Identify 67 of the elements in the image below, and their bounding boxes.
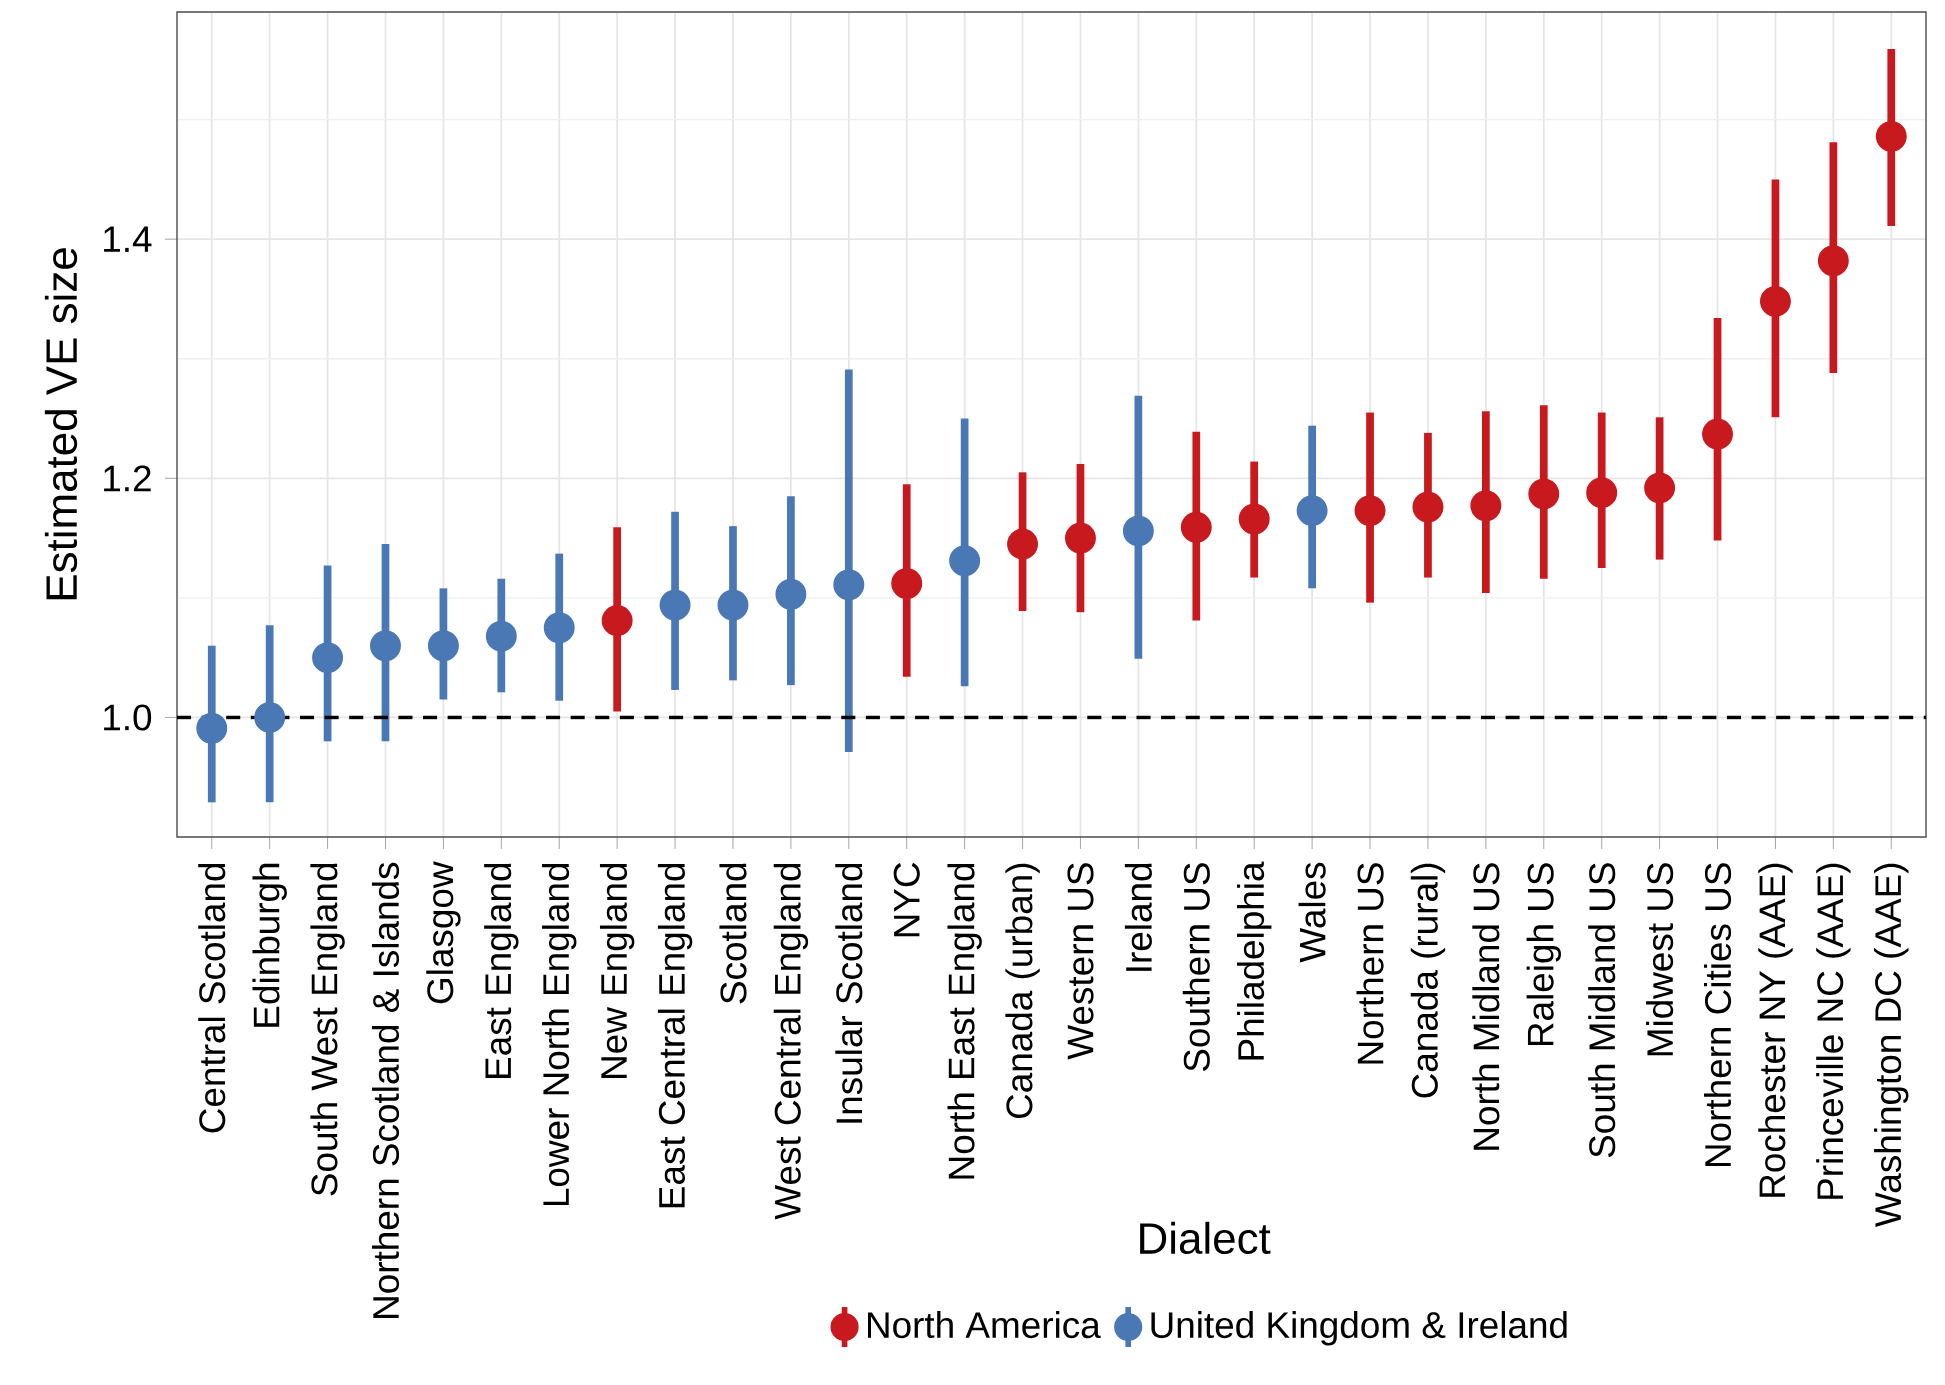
legend-label: North America xyxy=(867,1311,1101,1339)
point xyxy=(717,589,749,621)
point xyxy=(833,569,865,601)
x-tick-label: Washington DC (AAE) xyxy=(1874,863,1909,1227)
x-axis-title: Dialect xyxy=(1140,1221,1271,1255)
y-tick-label: 1.0 xyxy=(104,704,152,731)
point xyxy=(1644,472,1676,504)
x-tick-label: North Midland US xyxy=(1472,863,1500,1150)
point xyxy=(1296,495,1328,527)
x-tick-label: East Central England xyxy=(657,863,693,1208)
x-tick-label: Glasgow xyxy=(426,861,461,1004)
point xyxy=(891,568,923,599)
point xyxy=(1586,477,1618,509)
x-tick-label: West Central England xyxy=(773,863,809,1220)
y-tick-label: 1.2 xyxy=(104,465,151,492)
x-tick-label: Northern Scotland & Islands xyxy=(371,862,400,1318)
y-axis-title: Estimated VE size xyxy=(44,248,78,600)
point xyxy=(1528,478,1560,510)
x-tick-label: Edinburgh xyxy=(252,863,287,1027)
point xyxy=(254,701,286,733)
x-tick-label: Princeville NC (AAE) xyxy=(1816,863,1851,1199)
point xyxy=(312,642,344,674)
y-tick-label: 1.4 xyxy=(104,226,152,252)
point xyxy=(543,612,575,644)
point xyxy=(485,620,517,652)
point xyxy=(1470,490,1502,522)
x-tick-label: Scotland xyxy=(719,863,747,1004)
x-tick-label: Raleigh US xyxy=(1526,863,1561,1046)
point xyxy=(196,712,228,744)
point xyxy=(1180,511,1212,543)
x-tick-label: East England xyxy=(484,863,519,1078)
point xyxy=(1064,522,1096,554)
x-tick-label: Wales xyxy=(1298,862,1326,963)
point xyxy=(601,605,633,637)
point xyxy=(370,630,401,662)
x-tick-label: Philadelphia xyxy=(1237,861,1272,1060)
x-tick-label: Rochester NY (AAE) xyxy=(1758,863,1793,1197)
point xyxy=(1759,285,1791,317)
x-tick-label: South West England xyxy=(310,863,345,1196)
x-tick-label: NYC xyxy=(893,862,920,937)
x-tick-label: Canada (rural) xyxy=(1410,863,1446,1098)
x-tick-label: Central Scotland xyxy=(198,863,226,1133)
point xyxy=(1875,120,1907,152)
point xyxy=(1007,528,1039,560)
point xyxy=(1702,418,1733,450)
point xyxy=(659,589,691,621)
point xyxy=(1122,515,1154,547)
point xyxy=(1354,495,1386,527)
x-tick-label: Ireland xyxy=(1124,863,1152,971)
point xyxy=(1412,491,1444,523)
x-tick-label: South Midland US xyxy=(1588,863,1616,1158)
x-tick-label: Northern US xyxy=(1356,863,1384,1064)
x-tick-label: North East England xyxy=(947,863,982,1179)
point xyxy=(1238,503,1270,535)
x-tick-label: Northern Cities US xyxy=(1703,863,1732,1167)
x-tick-label: Western US xyxy=(1067,863,1094,1060)
x-tick-label: Insular Scotland xyxy=(835,863,863,1123)
x-tick-label: Lower North England xyxy=(542,863,577,1206)
point xyxy=(1817,245,1849,277)
point xyxy=(427,630,459,662)
point xyxy=(775,578,807,610)
x-tick-label: New England xyxy=(599,863,635,1078)
legend-label: United Kingdom & Ireland xyxy=(1151,1311,1567,1346)
x-tick-label: Midwest US xyxy=(1646,863,1674,1056)
x-tick-label: Southern US xyxy=(1182,863,1210,1072)
x-tick-label: Canada (urban) xyxy=(1005,863,1040,1119)
point xyxy=(949,545,981,577)
